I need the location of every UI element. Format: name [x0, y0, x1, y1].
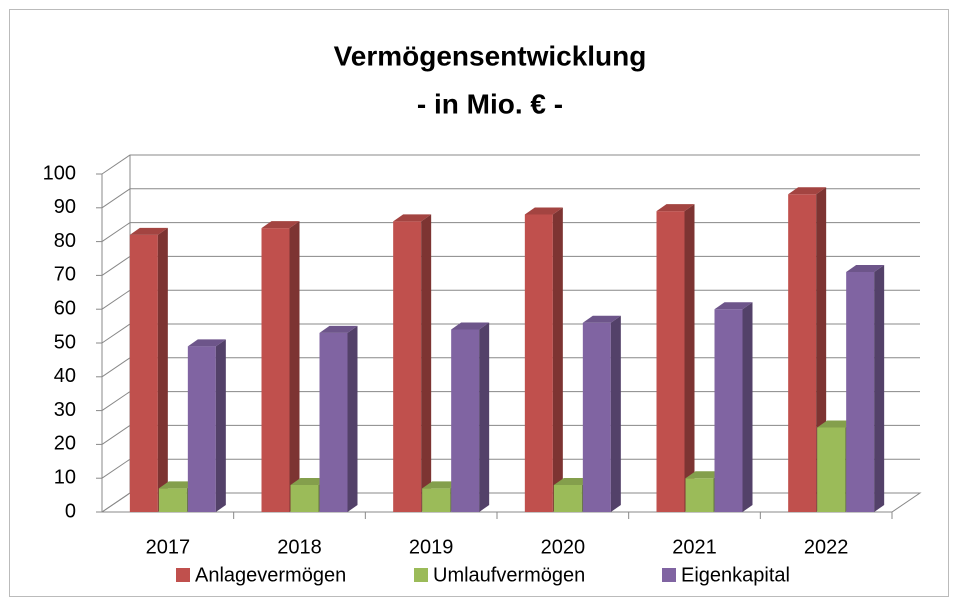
x-tick-label: 2018 — [277, 536, 322, 558]
y-tick-label: 0 — [65, 500, 76, 522]
bar-face — [319, 332, 348, 512]
x-tick-label: 2022 — [804, 536, 849, 558]
legend-label: Umlaufvermögen — [433, 564, 585, 586]
bar — [451, 322, 490, 512]
bar-face — [846, 272, 875, 512]
bar — [261, 221, 300, 512]
bar-face — [817, 420, 856, 428]
bar-face — [685, 471, 724, 479]
bar-face — [451, 329, 480, 512]
bar-face — [553, 477, 592, 485]
grid-line — [101, 154, 920, 175]
bar-face — [129, 227, 168, 235]
bar-face — [290, 477, 329, 485]
bar — [187, 339, 226, 512]
bar-face — [421, 214, 432, 512]
x-tick-label: 2020 — [541, 536, 586, 558]
legend-swatch — [176, 568, 190, 582]
bar — [656, 204, 695, 512]
bar-face — [714, 309, 743, 512]
y-tick-label: 60 — [54, 297, 76, 319]
bar-face — [451, 322, 490, 330]
bar-face — [684, 204, 695, 512]
bar-face — [422, 481, 461, 489]
bar-face — [553, 484, 582, 512]
x-tick-label: 2019 — [409, 536, 454, 558]
bar-face — [158, 481, 197, 489]
y-tick-label: 100 — [43, 162, 76, 184]
bar — [129, 227, 168, 512]
bar-face — [157, 227, 168, 512]
bar-face — [319, 325, 358, 333]
legend-swatch — [414, 568, 428, 582]
bar-face — [187, 339, 226, 347]
bar-face — [479, 322, 490, 512]
y-tick-label: 10 — [54, 466, 76, 488]
bar-face — [129, 234, 158, 512]
x-tick-label: 2017 — [146, 536, 191, 558]
bar-face — [788, 194, 817, 512]
grid-line — [101, 188, 920, 209]
bar-face — [610, 315, 621, 512]
bar — [393, 214, 432, 512]
y-tick-label: 20 — [54, 433, 76, 455]
bar-face — [393, 221, 422, 512]
y-tick-label: 90 — [54, 196, 76, 218]
bar-face — [582, 322, 611, 512]
y-tick-label: 30 — [54, 399, 76, 421]
bar-face — [817, 427, 846, 512]
bar — [846, 265, 885, 512]
y-tick-label: 80 — [54, 230, 76, 252]
bar-face — [874, 265, 885, 512]
bar-face — [261, 228, 290, 512]
y-tick-label: 40 — [54, 365, 76, 387]
bar-face — [215, 339, 226, 512]
bar-face — [393, 214, 432, 222]
bar-face — [289, 221, 300, 512]
y-tick-label: 70 — [54, 264, 76, 286]
y-tick-label: 50 — [54, 331, 76, 353]
bar-face — [685, 478, 714, 512]
bar-face — [290, 484, 319, 512]
bar-face — [846, 265, 885, 273]
bar-face — [524, 214, 553, 512]
bar-face — [158, 488, 187, 512]
bar-face — [742, 302, 753, 512]
legend-label: Eigenkapital — [681, 564, 790, 586]
bar-face — [187, 346, 216, 512]
bar-face — [261, 221, 300, 229]
x-tick-label: 2021 — [672, 536, 717, 558]
bar-face — [552, 207, 563, 512]
bar-face — [582, 315, 621, 323]
bar-face — [347, 325, 358, 512]
bar — [582, 315, 621, 512]
legend-label: Anlagevermögen — [195, 564, 346, 586]
bar-face — [422, 488, 451, 512]
bar — [319, 325, 358, 512]
chart-subtitle: - in Mio. € - — [417, 88, 563, 119]
bar-face — [656, 204, 695, 212]
bar-face — [524, 207, 563, 215]
bar-face — [788, 187, 827, 195]
bar-face — [714, 302, 753, 310]
bar — [714, 302, 753, 512]
bar — [524, 207, 563, 512]
legend-swatch — [662, 568, 676, 582]
chart-title: Vermögensentwicklung — [334, 40, 647, 71]
bar-face — [656, 211, 685, 512]
